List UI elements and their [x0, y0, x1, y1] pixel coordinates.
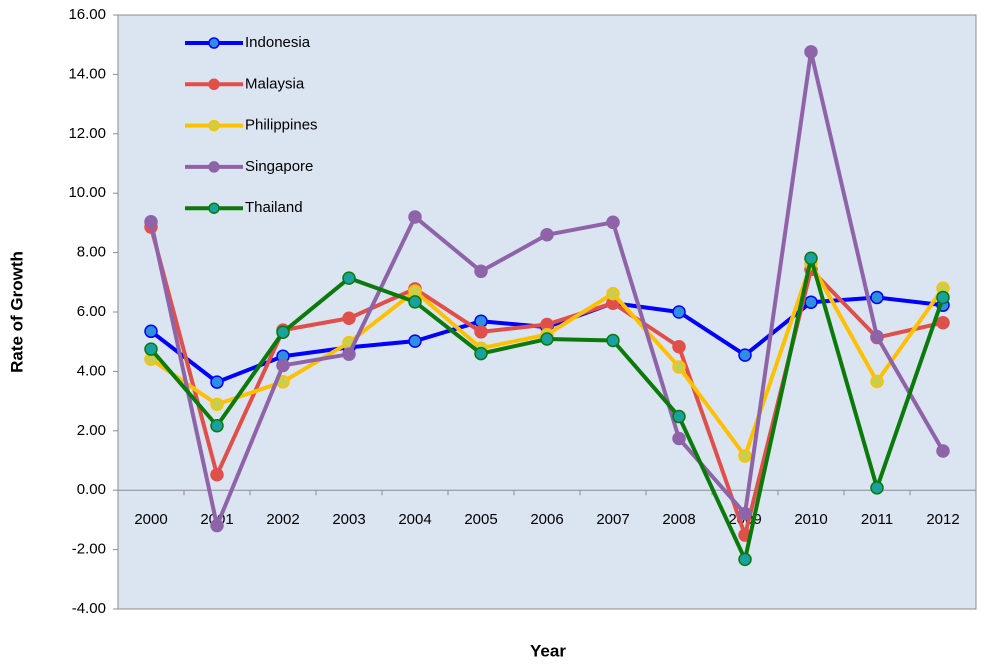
marker — [936, 444, 950, 458]
marker — [804, 295, 818, 309]
marker — [936, 290, 950, 305]
legend-label: Thailand — [245, 199, 303, 216]
marker — [870, 481, 884, 495]
marker — [342, 311, 356, 325]
y-tick-label: 14.00 — [68, 65, 106, 82]
x-tick-label: 2010 — [794, 511, 827, 528]
legend-marker — [208, 119, 220, 132]
x-tick-label: 2005 — [464, 511, 497, 528]
marker — [870, 329, 884, 344]
marker — [606, 333, 620, 348]
marker — [672, 339, 686, 354]
marker — [672, 360, 686, 374]
x-tick-label: 2002 — [266, 511, 299, 528]
y-tick-label: 8.00 — [77, 244, 106, 261]
marker — [804, 45, 818, 59]
marker — [672, 431, 686, 446]
marker — [276, 358, 290, 373]
x-tick-label: 2007 — [596, 511, 629, 528]
marker — [672, 409, 686, 424]
legend-marker — [208, 202, 220, 214]
x-axis-title: Year — [530, 641, 566, 660]
marker — [474, 264, 488, 279]
y-tick-label: 4.00 — [77, 362, 106, 379]
marker — [144, 214, 158, 229]
marker — [738, 348, 752, 362]
marker — [474, 325, 488, 339]
marker — [342, 347, 356, 361]
marker — [672, 305, 686, 319]
marker — [210, 419, 224, 433]
x-tick-label: 2003 — [332, 511, 365, 528]
y-tick-label: 10.00 — [68, 184, 106, 201]
marker — [606, 215, 620, 230]
marker — [738, 449, 752, 463]
y-tick-label: -4.00 — [72, 600, 106, 617]
marker — [540, 228, 554, 242]
marker — [738, 552, 752, 567]
legend-marker — [208, 37, 220, 49]
marker — [738, 506, 752, 521]
x-tick-label: 2000 — [134, 511, 167, 528]
legend-marker — [208, 161, 220, 173]
x-tick-label: 2012 — [926, 511, 959, 528]
marker — [870, 374, 884, 389]
y-tick-label: 12.00 — [68, 125, 106, 142]
plot-area — [117, 14, 977, 610]
marker — [606, 286, 620, 301]
marker — [210, 375, 224, 389]
marker — [870, 290, 884, 305]
marker — [474, 346, 488, 361]
marker — [408, 295, 422, 309]
y-axis-title: Rate of Growth — [7, 251, 26, 373]
x-tick-label: 2006 — [530, 511, 563, 528]
marker — [210, 518, 224, 533]
x-tick-label: 2008 — [662, 511, 695, 528]
x-tick-label: 2011 — [861, 511, 893, 528]
legend-label: Indonesia — [245, 34, 311, 51]
legend-marker — [208, 78, 220, 91]
marker — [210, 397, 224, 412]
x-tick-label: 2004 — [398, 511, 431, 528]
marker — [408, 210, 422, 224]
y-tick-label: 0.00 — [77, 481, 106, 498]
marker — [408, 334, 422, 348]
marker — [540, 332, 554, 346]
y-tick-label: 16.00 — [68, 6, 106, 23]
marker — [936, 315, 950, 330]
marker — [804, 251, 818, 265]
y-tick-label: -2.00 — [72, 541, 106, 558]
marker — [210, 468, 224, 482]
legend-label: Philippines — [245, 117, 318, 134]
y-tick-label: 6.00 — [77, 303, 106, 320]
legend-label: Malaysia — [245, 75, 305, 92]
legend-label: Singapore — [245, 158, 313, 175]
marker — [144, 324, 158, 339]
marker — [144, 342, 158, 356]
marker — [342, 271, 356, 285]
y-tick-label: 2.00 — [77, 422, 106, 439]
marker — [276, 325, 290, 339]
